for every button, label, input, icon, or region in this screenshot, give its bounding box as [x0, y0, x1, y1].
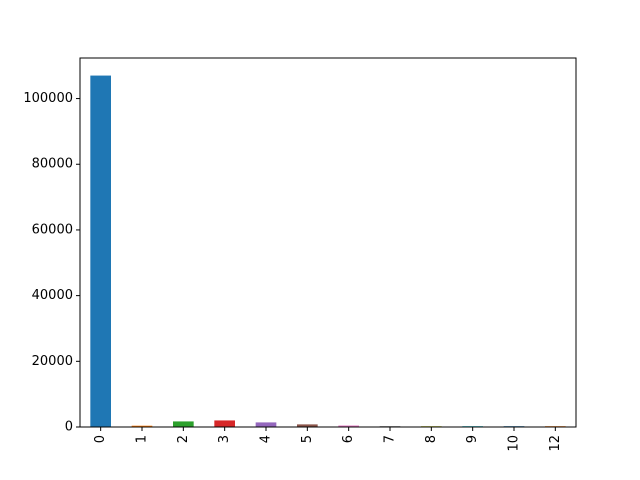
x-tick-label: 0 [93, 435, 108, 443]
x-axis: 0 1 2 3 4 5 6 7 8 9 10 12 [93, 427, 563, 452]
bar-4 [255, 422, 277, 427]
x-tick-label: 8 [424, 435, 439, 443]
bar-2 [173, 421, 194, 427]
bar-3 [214, 420, 235, 427]
bar-6 [338, 425, 359, 427]
plot-frame [79, 57, 577, 428]
bars-group [90, 75, 566, 428]
x-tick-label: 12 [548, 435, 563, 452]
y-tick-label: 60000 [32, 222, 73, 237]
y-tick-label: 100000 [23, 91, 73, 106]
y-tick-label: 0 [65, 420, 73, 435]
y-tick-label: 80000 [32, 157, 73, 172]
y-tick-label: 40000 [32, 288, 73, 303]
x-tick-label: 5 [300, 435, 315, 443]
x-tick-label: 9 [465, 435, 480, 443]
x-tick-label: 7 [383, 435, 398, 443]
x-tick-label: 2 [176, 435, 191, 443]
bar-1 [131, 425, 153, 427]
y-tick-label: 20000 [32, 354, 73, 369]
y-axis: 0 20000 40000 60000 80000 100000 [23, 91, 80, 435]
x-tick-label: 10 [507, 435, 522, 452]
x-tick-label: 6 [341, 435, 356, 443]
x-tick-label: 1 [135, 435, 150, 443]
bar-0 [90, 75, 111, 428]
x-tick-label: 4 [259, 435, 274, 443]
bar-5 [297, 424, 318, 427]
x-tick-label: 3 [217, 435, 232, 443]
